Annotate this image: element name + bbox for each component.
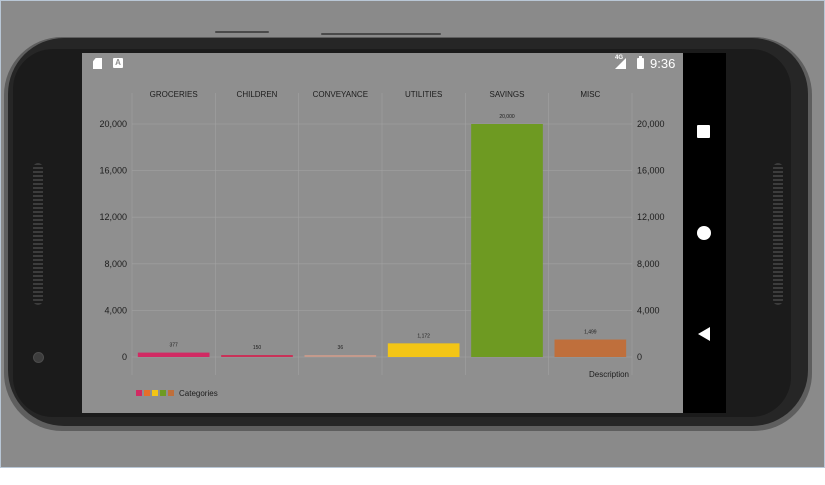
notification-a-icon: A <box>113 58 123 68</box>
y-tick-label-right: 8,000 <box>637 259 660 269</box>
network-type: 4G <box>615 55 624 61</box>
chart-description: Description <box>589 370 629 379</box>
back-triangle-icon[interactable] <box>698 327 710 341</box>
y-tick-label-right: 12,000 <box>637 212 665 222</box>
camera <box>33 352 44 363</box>
legend-label: Categories <box>179 388 218 398</box>
value-label: 20,000 <box>499 114 515 120</box>
y-tick-label-right: 16,000 <box>637 166 665 176</box>
y-tick-label-right: 0 <box>637 352 642 362</box>
bar-misc <box>554 339 627 357</box>
bar-groceries <box>137 352 210 357</box>
recents-square-icon[interactable] <box>697 125 710 138</box>
phone-top-slot <box>321 33 441 35</box>
bar-chart[interactable]: 0 0 4,000 4,000 8,000 8,000 12,000 12,000 16,000… <box>82 53 683 413</box>
emulator-window: A 4G 9:36 0 0 4,000 4,000 8,000 8,000 12,000 12… <box>0 0 825 468</box>
battery-icon <box>637 56 644 69</box>
legend-swatch <box>136 390 142 396</box>
home-circle-icon[interactable] <box>697 226 711 240</box>
bar-conveyance <box>304 355 377 357</box>
category-label: MISC <box>580 90 600 99</box>
value-label: 36 <box>338 345 344 351</box>
bar-savings <box>471 124 543 357</box>
signal-icon <box>615 58 626 69</box>
y-tick-label-left: 8,000 <box>104 259 127 269</box>
bar-children <box>221 355 293 357</box>
legend-swatch <box>168 390 174 396</box>
bar-utilities <box>387 343 460 357</box>
y-tick-label-left: 16,000 <box>99 166 127 176</box>
category-label: UTILITIES <box>405 90 442 99</box>
value-label: 1,499 <box>584 330 597 336</box>
speaker-grille-right <box>773 163 783 305</box>
legend-swatch <box>144 390 150 396</box>
y-tick-label-right: 20,000 <box>637 119 665 129</box>
value-label: 377 <box>169 343 178 349</box>
y-tick-label-left: 20,000 <box>99 119 127 129</box>
navigation-bar <box>683 53 726 413</box>
sd-card-icon <box>93 58 102 69</box>
speaker-grille-left <box>33 163 43 305</box>
phone-top-slot <box>215 31 269 33</box>
value-label: 1,172 <box>417 333 430 339</box>
category-label: SAVINGS <box>490 90 525 99</box>
y-tick-label-left: 0 <box>122 352 127 362</box>
category-label: CHILDREN <box>237 90 278 99</box>
y-tick-label-left: 12,000 <box>99 212 127 222</box>
status-time: 9:36 <box>650 56 676 71</box>
category-label: GROCERIES <box>150 90 198 99</box>
category-label: CONVEYANCE <box>313 90 368 99</box>
legend-swatch <box>160 390 166 396</box>
status-bar: A 4G 9:36 <box>82 53 683 73</box>
legend-swatch <box>152 390 158 396</box>
chart-legend: Categories <box>136 388 218 398</box>
y-tick-label-left: 4,000 <box>104 305 127 315</box>
phone-screen: A 4G 9:36 0 0 4,000 4,000 8,000 8,000 12,000 12… <box>82 53 683 413</box>
value-label: 150 <box>253 345 262 351</box>
y-tick-label-right: 4,000 <box>637 305 660 315</box>
